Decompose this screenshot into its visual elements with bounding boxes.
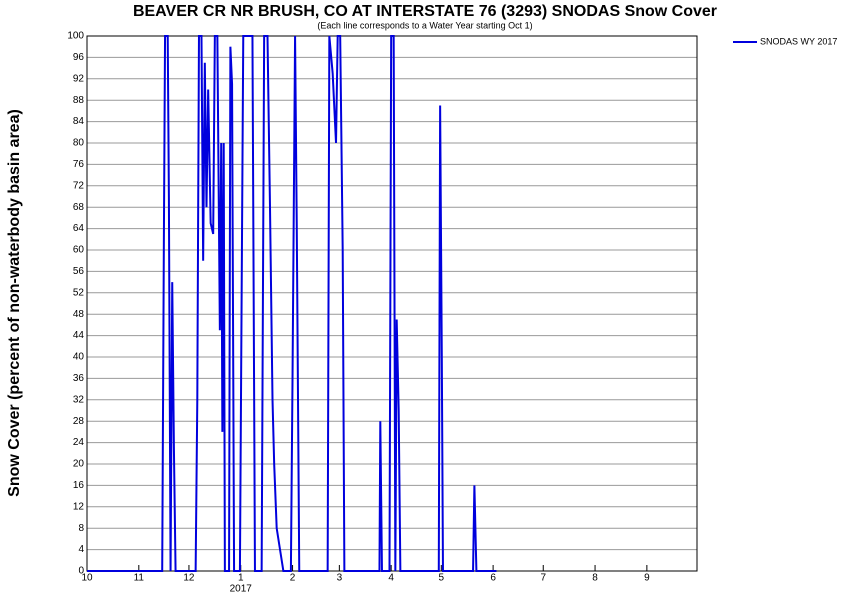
- x-tick-label: 3: [337, 573, 343, 584]
- y-tick-label: 96: [73, 52, 85, 63]
- y-tick-label: 68: [73, 202, 85, 213]
- y-tick-label: 28: [73, 416, 85, 427]
- x-tick-label: 9: [644, 573, 650, 584]
- y-tick-label: 76: [73, 159, 85, 170]
- legend-label: SNODAS WY 2017: [760, 36, 837, 46]
- y-tick-label: 48: [73, 309, 85, 320]
- y-tick-label: 92: [73, 73, 85, 84]
- y-tick-label: 40: [73, 352, 85, 363]
- data-line: [87, 35, 497, 572]
- y-tick-label: 56: [73, 266, 85, 277]
- y-tick-label: 4: [78, 544, 84, 555]
- y-tick-label: 80: [73, 138, 85, 149]
- y-tick-label: 52: [73, 287, 85, 298]
- chart-title: BEAVER CR NR BRUSH, CO AT INTERSTATE 76 …: [133, 3, 717, 20]
- y-tick-label: 88: [73, 95, 85, 106]
- y-tick-label: 32: [73, 394, 85, 405]
- y-tick-label: 60: [73, 245, 85, 256]
- y-tick-label: 100: [67, 31, 84, 42]
- chart-subtitle: (Each line corresponds to a Water Year s…: [317, 20, 532, 30]
- y-tick-label: 64: [73, 223, 85, 234]
- y-axis-label: Snow Cover (percent of non-waterbody bas…: [6, 109, 23, 497]
- x-tick-label: 12: [183, 573, 195, 584]
- x-tick-label: 8: [592, 573, 598, 584]
- plot-border: [86, 35, 698, 572]
- x-tick-label: 1: [238, 573, 244, 584]
- y-tick-label: 84: [73, 116, 85, 127]
- x-tick-label: 10: [81, 573, 93, 584]
- y-tick-label: 8: [78, 523, 84, 534]
- x-tick-label: 6: [490, 573, 496, 584]
- y-tick-label: 72: [73, 180, 85, 191]
- x-tick-label: 11: [134, 573, 145, 584]
- y-tick-label: 20: [73, 459, 85, 470]
- x-tick-label: 4: [388, 573, 394, 584]
- y-tick-label: 36: [73, 373, 85, 384]
- x-tick-label: 7: [540, 573, 546, 584]
- x-tick-label: 5: [439, 573, 445, 584]
- y-tick-label: 0: [78, 566, 84, 577]
- y-tick-label: 16: [73, 480, 85, 491]
- x-tick-label: 2: [290, 573, 296, 584]
- x-tick-sublabel: 2017: [230, 584, 253, 595]
- y-tick-label: 44: [73, 330, 85, 341]
- y-tick-label: 24: [73, 437, 85, 448]
- y-tick-label: 12: [73, 501, 85, 512]
